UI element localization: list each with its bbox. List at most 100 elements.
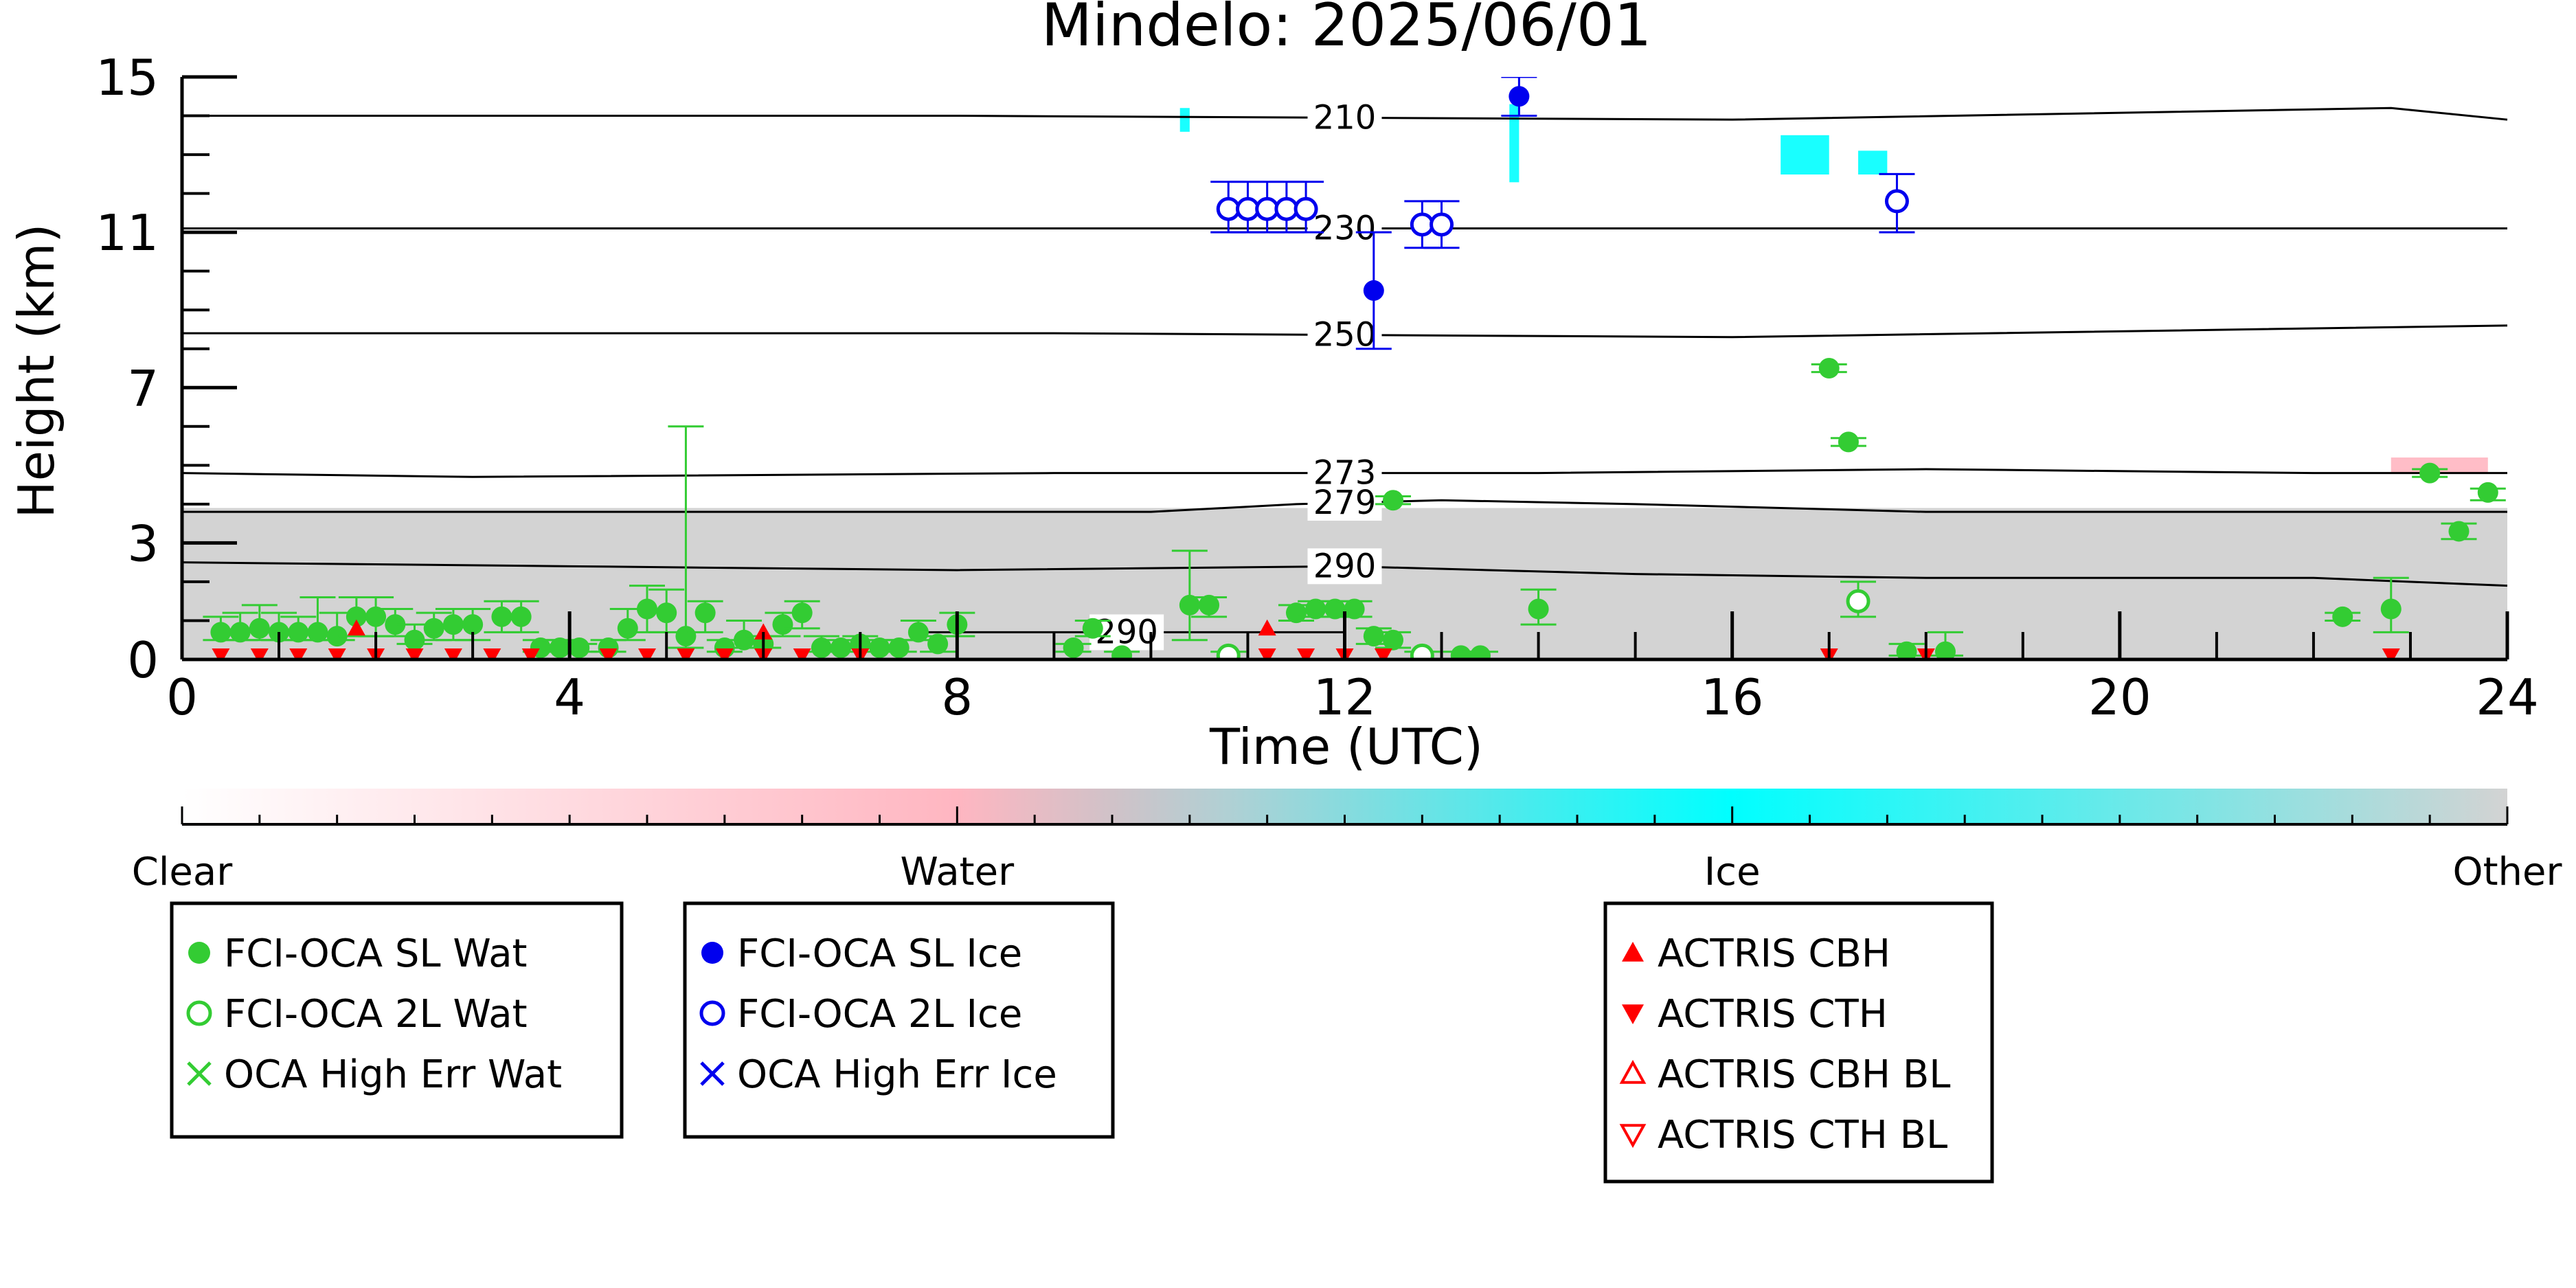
data-point [1235, 196, 1260, 221]
isotherm-label: 250 [1313, 316, 1377, 354]
legend-marker [701, 942, 723, 964]
x-stroke [700, 1061, 725, 1086]
legend-item: ACTRIS CBH [1622, 931, 1890, 976]
legend-marker [1619, 1124, 1647, 1149]
data-point [754, 623, 773, 640]
legend-label: FCI-OCA SL Wat [224, 931, 528, 976]
data-point [1258, 648, 1276, 659]
x-axis-label: Time (UTC) [1209, 718, 1483, 776]
data-point [510, 606, 532, 627]
data-point [638, 648, 656, 659]
legend-label: ACTRIS CBH BL [1658, 1052, 1950, 1097]
y-tick-label: 11 [95, 204, 159, 262]
data-point [385, 614, 406, 635]
legend-box: FCI-OCA SL Ice FCI-OCA 2L Ice OCA High Err… [683, 901, 1115, 1139]
isotherm-label-bg [1307, 100, 1382, 136]
data-point [694, 602, 716, 624]
data-point [250, 648, 269, 659]
data-point [1255, 196, 1280, 221]
data-point [1383, 629, 1404, 651]
data-point [1324, 598, 1346, 620]
legend-label: OCA High Err Wat [224, 1052, 562, 1097]
data-point [2477, 482, 2498, 503]
y-tick-label: 0 [127, 631, 159, 689]
data-point [617, 618, 638, 639]
colorbar-label: Water [901, 850, 1015, 894]
data-point [2419, 462, 2441, 484]
data-point [2332, 606, 2353, 627]
data-point [1846, 589, 1871, 613]
isotherm-label-bg [1307, 548, 1382, 585]
data-point [715, 648, 734, 659]
data-point [229, 622, 251, 643]
colorbar: Clear Water Ice Other [132, 789, 2562, 894]
x-stroke [187, 1061, 212, 1086]
data-point [405, 648, 424, 659]
legend-label: OCA High Err Ice [737, 1052, 1057, 1097]
legend-label: FCI-OCA 2L Wat [224, 992, 528, 1037]
plot-axes: 0 3 7 11 15 0 4 8 12 16 20 24 [95, 49, 2538, 726]
data-point [1450, 645, 1471, 659]
colorbar-label: Other [2452, 850, 2562, 894]
cloud-mask-ice-region [1858, 150, 1888, 175]
isotherm-label: 279 [1313, 484, 1377, 522]
isotherm-label-bg [1307, 484, 1382, 521]
data-point [307, 622, 328, 643]
legend-marker [1622, 1004, 1644, 1024]
legend-label: ACTRIS CTH [1658, 992, 1888, 1037]
legend-box: ACTRIS CBH ACTRIS CTH ACTRIS CBH BL ACTRIS … [1603, 901, 1994, 1184]
data-point [1818, 358, 1840, 379]
data-point [637, 598, 657, 620]
data-point [793, 648, 811, 659]
series-fci-oca-sl-wat [203, 358, 2506, 659]
data-point [442, 614, 464, 635]
legend-marker [1619, 1059, 1647, 1084]
legend-marker [700, 1061, 725, 1086]
isotherm-line [182, 324, 2508, 339]
legend-item: FCI-OCA SL Wat [188, 931, 528, 976]
data-point [347, 619, 365, 636]
data-point [1509, 86, 1530, 107]
data-point [550, 637, 571, 659]
data-point [1383, 490, 1404, 511]
x-tick-label: 24 [2476, 668, 2539, 726]
cloud-mask-ice-region [1179, 108, 1190, 132]
data-point [927, 633, 949, 655]
data-point [656, 602, 677, 624]
data-point [675, 626, 697, 647]
legend-item: ACTRIS CTH BL [1619, 1113, 1947, 1157]
legend-marker [699, 1000, 725, 1026]
isotherm-line [182, 499, 2507, 513]
cloud-mask-ice-region [1781, 135, 1829, 175]
data-point [1410, 643, 1434, 659]
legend-marker [186, 1000, 212, 1026]
isotherm-line [181, 561, 2508, 587]
data-point [869, 637, 890, 659]
legend-box: FCI-OCA SL Wat FCI-OCA 2L Wat OCA High Err… [170, 901, 624, 1139]
data-point [521, 648, 540, 659]
legend-frame [683, 901, 1115, 1139]
data-point [1363, 280, 1384, 301]
colorbar-label: Ice [1704, 850, 1761, 894]
data-point [1216, 196, 1241, 221]
data-point [346, 606, 367, 627]
data-point [2448, 521, 2470, 542]
data-point [1374, 648, 1392, 659]
isotherm-label: 290 [1095, 613, 1158, 651]
data-point [1363, 626, 1384, 647]
data-point [1896, 641, 1917, 659]
data-point [811, 637, 832, 659]
y-tick-label: 15 [95, 49, 159, 106]
data-point [328, 648, 346, 659]
x-tick-label: 4 [554, 668, 585, 726]
data-point [1179, 594, 1200, 615]
data-point [1274, 196, 1299, 221]
data-point [210, 622, 231, 643]
data-point [599, 648, 618, 659]
isotherm-line [182, 106, 2508, 121]
data-point [1934, 641, 1956, 659]
data-point [791, 602, 813, 624]
isotherm-label: 210 [1313, 98, 1377, 137]
x-tick-label: 0 [166, 668, 198, 726]
